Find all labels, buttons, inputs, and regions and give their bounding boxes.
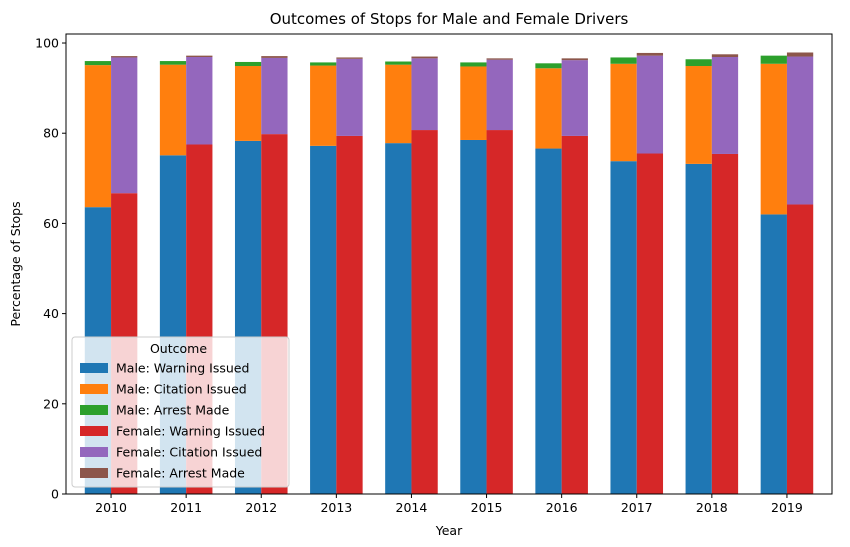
x-tick-label-2019: 2019 <box>771 500 803 515</box>
bar-female-warning-issued-2017 <box>636 153 664 494</box>
x-axis: 2010 2011 2012 2013 2014 2015 2016 2017 2018 2019 <box>95 494 803 515</box>
bar-female-arrest-made-2012 <box>261 56 288 58</box>
bar-male-arrest-made-2013 <box>310 62 337 66</box>
bar-male-citation-issued-2012 <box>234 66 262 141</box>
legend-swatch-female-arrest-made <box>80 468 108 478</box>
y-tick-label-40: 40 <box>43 306 59 321</box>
bar-female-citation-issued-2010 <box>111 57 138 194</box>
x-tick-label-2018: 2018 <box>696 500 728 515</box>
legend-label-female-warning-issued: Female: Warning Issued <box>116 424 265 439</box>
y-tick-label-60: 60 <box>43 216 59 231</box>
bar-male-arrest-made-2014 <box>385 61 412 65</box>
legend-items: Male: Warning Issued Male: Citation Issue… <box>80 361 265 481</box>
legend-label-female-citation-issued: Female: Citation Issued <box>116 445 262 460</box>
bar-male-arrest-made-2016 <box>535 63 562 69</box>
x-tick-label-2017: 2017 <box>621 500 653 515</box>
bar-male-arrest-made-2011 <box>159 61 187 65</box>
bar-female-arrest-made-2010 <box>111 56 138 58</box>
x-tick-label-2015: 2015 <box>471 500 503 515</box>
bar-female-arrest-made-2015 <box>486 58 513 60</box>
legend-label-female-arrest-made: Female: Arrest Made <box>116 466 245 481</box>
x-tick-label-2013: 2013 <box>320 500 352 515</box>
bar-male-warning-issued-2017 <box>610 161 637 495</box>
bar-male-citation-issued-2014 <box>385 64 412 144</box>
bar-male-warning-issued-2018 <box>685 163 712 494</box>
bar-male-arrest-made-2017 <box>610 57 637 64</box>
bar-female-arrest-made-2019 <box>786 52 814 57</box>
legend-label-male-citation-issued: Male: Citation Issued <box>116 382 247 397</box>
legend-swatch-male-warning-issued <box>80 363 108 373</box>
legend-swatch-female-citation-issued <box>80 447 108 457</box>
bar-female-arrest-made-2016 <box>561 58 588 61</box>
bar-female-arrest-made-2017 <box>636 52 664 56</box>
bar-female-citation-issued-2014 <box>411 58 438 131</box>
bar-male-arrest-made-2010 <box>84 61 112 66</box>
x-tick-label-2010: 2010 <box>95 500 127 515</box>
plot-frame <box>65 33 833 495</box>
bar-female-citation-issued-2015 <box>486 59 513 131</box>
bar-female-citation-issued-2012 <box>261 57 288 135</box>
legend-swatch-male-arrest-made <box>80 405 108 415</box>
bar-male-warning-issued-2016 <box>535 148 562 495</box>
bar-male-arrest-made-2018 <box>685 59 712 67</box>
legend-swatch-female-warning-issued <box>80 426 108 436</box>
legend-label-male-arrest-made: Male: Arrest Made <box>116 403 230 418</box>
bar-male-citation-issued-2013 <box>310 65 337 146</box>
legend-box <box>71 336 290 488</box>
bar-female-citation-issued-2017 <box>636 55 664 154</box>
bar-male-citation-issued-2015 <box>460 66 487 140</box>
bar-female-warning-issued-2016 <box>561 135 588 494</box>
bar-female-arrest-made-2018 <box>711 54 739 57</box>
bar-female-warning-issued-2018 <box>711 153 739 494</box>
x-tick-label-2011: 2011 <box>170 500 202 515</box>
bar-male-warning-issued-2019 <box>760 214 787 494</box>
bar-female-warning-issued-2014 <box>411 130 438 494</box>
bar-male-warning-issued-2013 <box>310 145 337 494</box>
y-tick-label-0: 0 <box>51 487 59 502</box>
y-axis-title: Percentage of Stops <box>8 201 23 326</box>
bar-female-warning-issued-2013 <box>336 135 363 494</box>
legend-label-male-warning-issued: Male: Warning Issued <box>116 361 249 376</box>
bar-male-warning-issued-2014 <box>385 143 412 494</box>
bar-male-citation-issued-2011 <box>159 64 187 156</box>
legend-title: Outcome <box>150 341 207 356</box>
bar-male-arrest-made-2012 <box>234 61 262 67</box>
x-axis-title: Year <box>435 523 463 538</box>
bar-male-arrest-made-2019 <box>760 55 787 64</box>
bar-male-citation-issued-2018 <box>685 66 712 164</box>
bar-female-warning-issued-2015 <box>486 130 513 494</box>
y-axis: 0 20 40 60 80 100 <box>35 36 66 502</box>
bar-female-citation-issued-2013 <box>336 58 363 136</box>
legend: Outcome Male: Warning Issued Male: Citati… <box>71 336 290 488</box>
bar-female-warning-issued-2019 <box>786 204 814 494</box>
x-tick-label-2014: 2014 <box>396 500 428 515</box>
bar-female-arrest-made-2013 <box>336 57 363 59</box>
bar-male-citation-issued-2017 <box>610 63 637 162</box>
bar-female-arrest-made-2011 <box>186 55 213 57</box>
y-tick-label-80: 80 <box>43 126 59 141</box>
y-tick-label-100: 100 <box>35 36 59 51</box>
bar-female-citation-issued-2016 <box>561 60 588 136</box>
bar-female-citation-issued-2011 <box>186 57 213 145</box>
bar-male-citation-issued-2019 <box>760 63 787 215</box>
x-tick-label-2012: 2012 <box>245 500 277 515</box>
bar-male-arrest-made-2015 <box>460 62 487 67</box>
legend-swatch-male-citation-issued <box>80 384 108 394</box>
x-tick-label-2016: 2016 <box>546 500 578 515</box>
bar-female-citation-issued-2019 <box>786 56 814 205</box>
y-tick-label-20: 20 <box>43 396 59 411</box>
bar-female-arrest-made-2014 <box>411 56 438 59</box>
bar-male-warning-issued-2015 <box>460 139 487 494</box>
bars-layer <box>84 52 814 495</box>
chart-title: Outcomes of Stops for Male and Female Dr… <box>270 10 629 28</box>
bar-male-citation-issued-2010 <box>84 65 112 208</box>
bar-male-citation-issued-2016 <box>535 68 562 149</box>
bar-female-citation-issued-2018 <box>711 57 739 154</box>
